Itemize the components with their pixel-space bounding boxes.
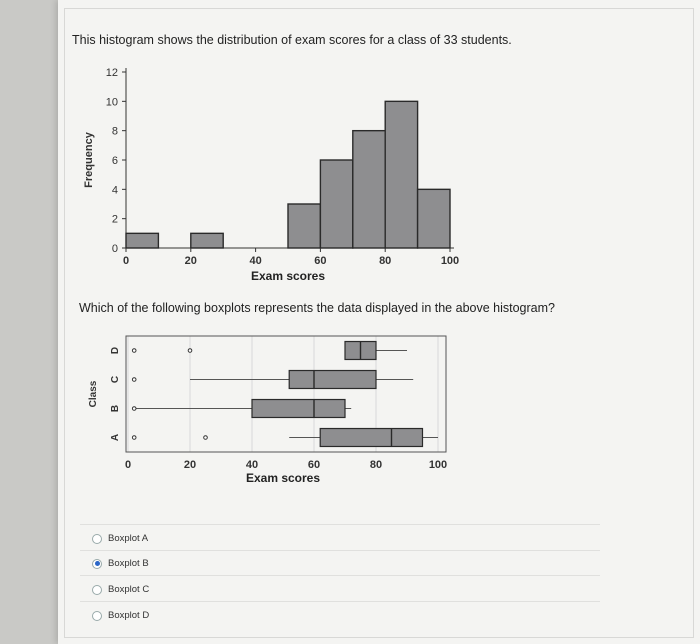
histogram-bar [352,129,386,249]
radio-boxplot-b[interactable] [92,558,102,569]
y-axis-label: Class [88,380,99,407]
boxplot-category-label: C [110,376,121,383]
y-tick-label: 4 [112,184,118,196]
radio-boxplot-a[interactable] [92,533,102,544]
choice-boxplot-c[interactable]: Boxplot C [92,584,149,595]
boxplot-outlier [131,406,137,411]
choice-label: Boxplot B [108,558,149,569]
y-tick-label: 10 [106,96,118,108]
question-sheet [58,0,700,644]
boxplot-outlier [131,377,137,382]
boxplot-outlier [131,435,137,440]
choices-divider-top [80,524,600,525]
y-tick-label: 12 [106,67,118,79]
boxplot-outlier [187,348,193,353]
boxplot-outlier [203,435,208,440]
sheet-border [64,8,694,638]
x-tick-label: 100 [429,459,447,471]
histogram-chart: 0 2 4 6 8 10 12 0 20 40 60 80 100 Exam scores Frequenc… [83,67,459,283]
x-tick-label: 20 [185,255,197,267]
boxplot-box [319,427,424,448]
question-prompt: Which of the following boxplots represen… [79,301,555,315]
boxplot-category-label: A [110,434,121,441]
question-intro: This histogram shows the distribution of… [72,33,512,47]
x-tick-label: 0 [125,459,131,471]
choice-boxplot-d[interactable]: Boxplot D [92,610,149,621]
choice-label: Boxplot C [108,584,150,595]
x-axis-label: Exam scores [251,269,325,283]
x-tick-label: 100 [441,255,459,267]
x-tick-label: 20 [184,459,196,471]
boxplot-outlier [131,348,137,353]
choice-boxplot-b[interactable]: Boxplot B [92,558,149,569]
histogram-bar [125,232,160,249]
choices-divider [80,601,600,602]
radio-boxplot-c[interactable] [92,584,102,595]
choices-divider [80,575,600,576]
y-axis-label: Frequency [83,131,95,188]
boxplot-category-label: D [110,347,121,354]
x-tick-label: 60 [308,459,320,471]
y-tick-label: 2 [112,214,118,226]
choices-divider [80,550,600,551]
histogram-bar [416,188,451,249]
histogram-bar [384,100,419,249]
x-tick-label: 80 [370,459,382,471]
boxplot-box [288,369,377,390]
boxplot-chart: A B C D 0 20 40 60 80 100 Exam scores Class [88,335,447,485]
histogram-bar [190,232,224,249]
plot-frame [125,335,447,453]
boxplot-category-label: B [110,405,121,412]
histogram-bar [319,159,354,249]
boxplot-box [251,398,346,419]
x-tick-label: 60 [314,255,326,267]
x-tick-label: 40 [246,459,258,471]
x-tick-label: 80 [379,255,391,267]
x-tick-label: 40 [249,255,261,267]
radio-boxplot-d[interactable] [92,610,102,621]
y-tick-label: 0 [112,243,118,255]
y-tick-label: 8 [112,126,118,138]
histogram-bar [287,203,322,249]
y-tick-label: 6 [112,155,118,167]
choice-label: Boxplot A [108,533,149,544]
choice-label: Boxplot D [108,610,150,621]
x-tick-label: 0 [123,255,129,267]
x-axis-label: Exam scores [246,471,320,485]
choice-boxplot-a[interactable]: Boxplot A [92,533,148,544]
